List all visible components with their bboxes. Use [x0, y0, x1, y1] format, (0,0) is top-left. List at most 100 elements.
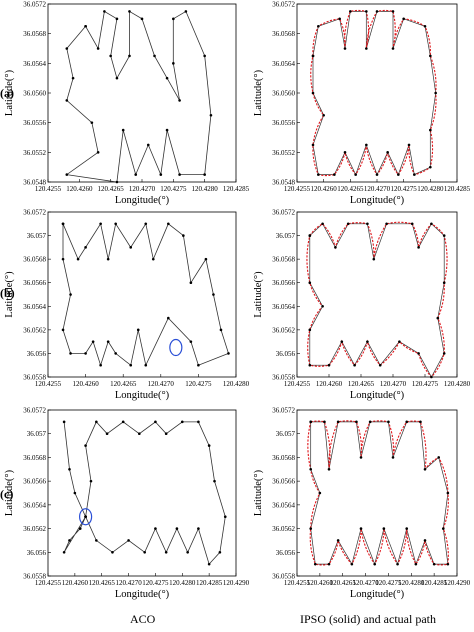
plot-frame [47, 3, 237, 183]
path-node [164, 432, 168, 436]
path-node [84, 24, 87, 28]
x-tick-label: 120.4275 [185, 380, 212, 388]
path-node [95, 420, 98, 424]
path-node [114, 222, 117, 226]
x-tick-label: 120.4270 [380, 380, 407, 388]
panel-c-ACO: 120.4255 120.4260 120.4265 120.4270 120.4275… [4, 407, 250, 601]
path-node [189, 340, 193, 343]
path-node [336, 539, 340, 542]
path-node [65, 47, 69, 50]
x-tick-label: 120.4280 [444, 380, 471, 388]
path-node [311, 143, 315, 147]
x-tick-label: 120.4275 [142, 579, 169, 587]
path-node [128, 54, 131, 58]
y-tick-label: 36.0568 [272, 30, 295, 38]
panel-a-ACO: 120.4255 120.4260 120.4265 120.4270 120.4275… [4, 1, 250, 207]
path-node [407, 143, 411, 147]
x-tick-label: 120.4285 [196, 579, 223, 587]
y-tick-label: 36.0572 [272, 407, 295, 415]
path-node [354, 173, 357, 176]
path-line [63, 421, 226, 565]
x-tick-label: 120.4285 [421, 579, 448, 587]
caption-aco: ACO [130, 612, 156, 626]
path-node [309, 527, 313, 530]
path-node [323, 420, 326, 424]
y-tick-label: 36.0558 [272, 573, 295, 581]
x-axis-label: Longitude(°) [350, 589, 405, 600]
path-node [373, 562, 377, 566]
x-axis-label: Longitude(°) [350, 195, 405, 206]
path-node [121, 420, 125, 424]
y-tick-label: 36.0548 [272, 179, 295, 187]
path-node [197, 420, 200, 424]
path-node [366, 340, 369, 343]
path-node [318, 491, 322, 495]
x-axis-label: Longitude(°) [115, 589, 170, 600]
y-axis-label: Latitude(°) [4, 69, 15, 116]
path-line [309, 223, 445, 378]
path-node [184, 10, 188, 13]
y-tick-label: 36.0564 [23, 303, 46, 311]
path-node [219, 328, 223, 332]
path-node [309, 420, 313, 424]
x-tick-label: 120.4280 [169, 579, 196, 587]
y-tick-label: 36.0562 [23, 525, 46, 533]
path-node [106, 257, 110, 261]
path-node [61, 328, 65, 332]
x-tick-label: 120.4270 [115, 579, 142, 587]
y-tick-label: 36.0566 [23, 478, 46, 486]
x-tick-label: 120.4265 [337, 185, 364, 193]
path-node [151, 257, 155, 261]
path-node [430, 222, 433, 226]
path-node [178, 99, 181, 102]
path-node [76, 257, 80, 261]
path-node [343, 151, 347, 154]
path-node [182, 234, 185, 237]
path-node [207, 444, 211, 447]
row-label: (c) [0, 487, 13, 501]
y-tick-label: 36.0564 [23, 60, 46, 68]
path-node [146, 143, 150, 147]
panel-b-ACO: 120.4255 120.4260 120.4265 120.4270 120.4275… [4, 209, 250, 402]
y-tick-label: 36.0556 [272, 119, 295, 127]
highlight-circle [78, 508, 93, 526]
y-tick-label: 36.0560 [272, 90, 295, 98]
path-node [391, 456, 395, 459]
path-node [62, 550, 66, 554]
plot-frame [296, 211, 458, 378]
path-node [429, 165, 432, 169]
path-node [73, 491, 77, 495]
path-node [138, 432, 141, 436]
y-tick-label: 36.0568 [272, 256, 295, 264]
y-tick-label: 36.0564 [272, 60, 295, 68]
x-axis-label: Longitude(°) [350, 390, 405, 401]
path-node [99, 363, 102, 367]
y-tick-label: 36.0568 [23, 256, 46, 264]
x-tick-label: 120.4275 [375, 579, 402, 587]
path-node [84, 444, 87, 447]
path-node [338, 17, 341, 21]
path-node [90, 121, 94, 124]
y-tick-label: 36.057 [276, 430, 296, 438]
y-tick-label: 36.056 [276, 350, 296, 358]
path-node [353, 363, 356, 367]
path-node [95, 539, 98, 542]
x-tick-label: 120.4270 [364, 185, 391, 193]
path-node [204, 257, 208, 261]
x-tick-label: 120.4255 [35, 579, 62, 587]
path-node [308, 281, 312, 285]
path-node [402, 17, 405, 21]
path-node [164, 550, 168, 554]
path-node [311, 54, 315, 58]
y-axis-label: Latitude(°) [253, 69, 264, 116]
path-node [84, 515, 87, 519]
y-tick-label: 36.0572 [272, 209, 295, 217]
x-axis-label: Longitude(°) [115, 390, 170, 401]
path-node [423, 539, 427, 542]
y-tick-label: 36.0562 [272, 525, 295, 533]
path-node [321, 304, 324, 308]
x-tick-label: 120.4280 [192, 185, 219, 193]
path-node [165, 76, 169, 80]
y-tick-label: 36.0572 [272, 1, 295, 9]
path-node [109, 54, 112, 58]
